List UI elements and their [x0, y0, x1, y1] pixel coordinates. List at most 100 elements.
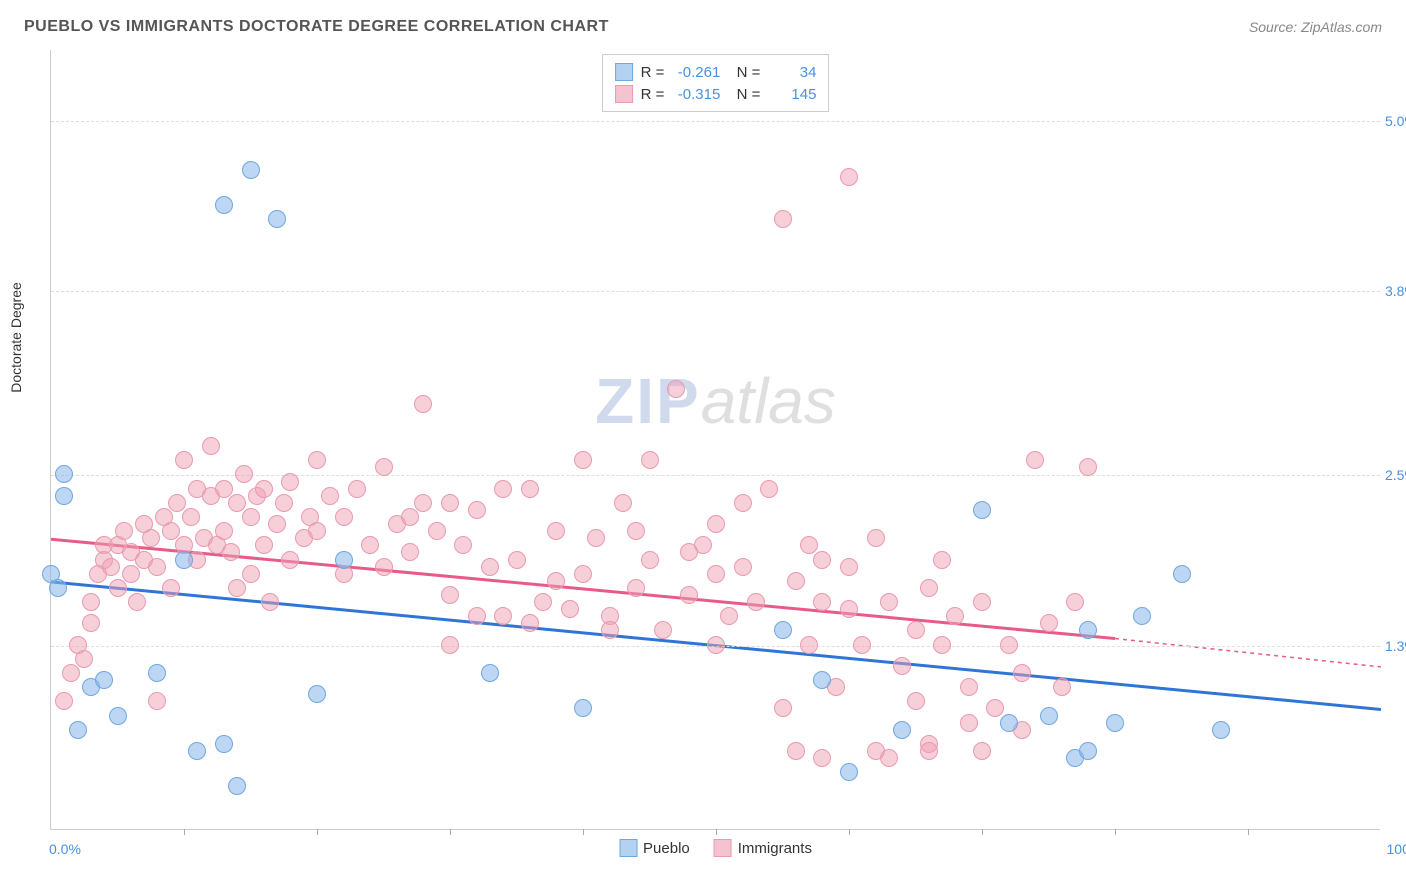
data-point	[428, 522, 446, 540]
data-point	[1040, 707, 1058, 725]
data-point	[707, 515, 725, 533]
gridline	[51, 121, 1380, 122]
data-point	[1000, 636, 1018, 654]
data-point	[774, 621, 792, 639]
source-attribution: Source: ZipAtlas.com	[1249, 19, 1382, 35]
data-point	[1013, 664, 1031, 682]
data-point	[414, 494, 432, 512]
data-point	[813, 593, 831, 611]
x-tick	[450, 829, 451, 835]
data-point	[454, 536, 472, 554]
data-point	[228, 777, 246, 795]
data-point	[109, 579, 127, 597]
data-point	[840, 168, 858, 186]
data-point	[574, 565, 592, 583]
data-point	[840, 600, 858, 618]
data-point	[128, 593, 146, 611]
data-point	[481, 664, 499, 682]
data-point	[361, 536, 379, 554]
data-point	[867, 529, 885, 547]
data-point	[335, 551, 353, 569]
legend-r-label: R =	[641, 64, 665, 81]
data-point	[215, 196, 233, 214]
data-point	[920, 742, 938, 760]
series-legend: PuebloImmigrants	[619, 839, 812, 857]
data-point	[255, 480, 273, 498]
data-point	[720, 607, 738, 625]
data-point	[986, 699, 1004, 717]
data-point	[1106, 714, 1124, 732]
data-point	[242, 508, 260, 526]
y-tick-label: 1.3%	[1385, 638, 1406, 654]
data-point	[933, 551, 951, 569]
data-point	[667, 380, 685, 398]
data-point	[55, 487, 73, 505]
data-point	[414, 395, 432, 413]
data-point	[255, 536, 273, 554]
data-point	[813, 551, 831, 569]
data-point	[215, 522, 233, 540]
data-point	[654, 621, 672, 639]
data-point	[787, 742, 805, 760]
data-point	[441, 636, 459, 654]
data-point	[734, 558, 752, 576]
data-point	[162, 579, 180, 597]
data-point	[1053, 678, 1071, 696]
data-point	[680, 543, 698, 561]
x-tick	[1115, 829, 1116, 835]
data-point	[82, 614, 100, 632]
data-point	[840, 763, 858, 781]
chart-header: PUEBLO VS IMMIGRANTS DOCTORATE DEGREE CO…	[0, 0, 1406, 46]
data-point	[228, 579, 246, 597]
data-point	[1133, 607, 1151, 625]
data-point	[55, 465, 73, 483]
data-point	[1000, 714, 1018, 732]
data-point	[188, 742, 206, 760]
y-axis-label: Doctorate Degree	[8, 282, 24, 393]
legend-swatch	[714, 839, 732, 857]
data-point	[162, 522, 180, 540]
data-point	[614, 494, 632, 512]
data-point	[601, 621, 619, 639]
data-point	[348, 480, 366, 498]
data-point	[168, 494, 186, 512]
legend-series-name: Pueblo	[643, 840, 690, 857]
data-point	[49, 579, 67, 597]
data-point	[148, 558, 166, 576]
data-point	[261, 593, 279, 611]
data-point	[321, 487, 339, 505]
data-point	[95, 671, 113, 689]
data-point	[481, 558, 499, 576]
legend-swatch	[619, 839, 637, 857]
watermark-zip: ZIP	[595, 365, 701, 437]
data-point	[55, 692, 73, 710]
data-point	[148, 692, 166, 710]
data-point	[893, 721, 911, 739]
data-point	[275, 494, 293, 512]
data-point	[109, 707, 127, 725]
data-point	[441, 494, 459, 512]
data-point	[115, 522, 133, 540]
data-point	[547, 572, 565, 590]
data-point	[1026, 451, 1044, 469]
watermark-atlas: atlas	[701, 365, 836, 437]
legend-r-value: -0.261	[672, 64, 720, 81]
data-point	[175, 451, 193, 469]
data-point	[69, 721, 87, 739]
data-point	[468, 607, 486, 625]
data-point	[893, 657, 911, 675]
scatter-chart: Doctorate Degree ZIPatlas R = -0.261 N =…	[50, 50, 1380, 830]
data-point	[547, 522, 565, 540]
data-point	[707, 636, 725, 654]
correlation-legend: R = -0.261 N = 34R = -0.315 N = 145	[602, 54, 830, 112]
data-point	[880, 593, 898, 611]
x-max-label: 100.0%	[1387, 841, 1406, 857]
data-point	[215, 735, 233, 753]
data-point	[973, 501, 991, 519]
data-point	[281, 551, 299, 569]
data-point	[641, 551, 659, 569]
data-point	[813, 671, 831, 689]
data-point	[494, 607, 512, 625]
data-point	[774, 210, 792, 228]
legend-n-label: N =	[728, 86, 760, 103]
